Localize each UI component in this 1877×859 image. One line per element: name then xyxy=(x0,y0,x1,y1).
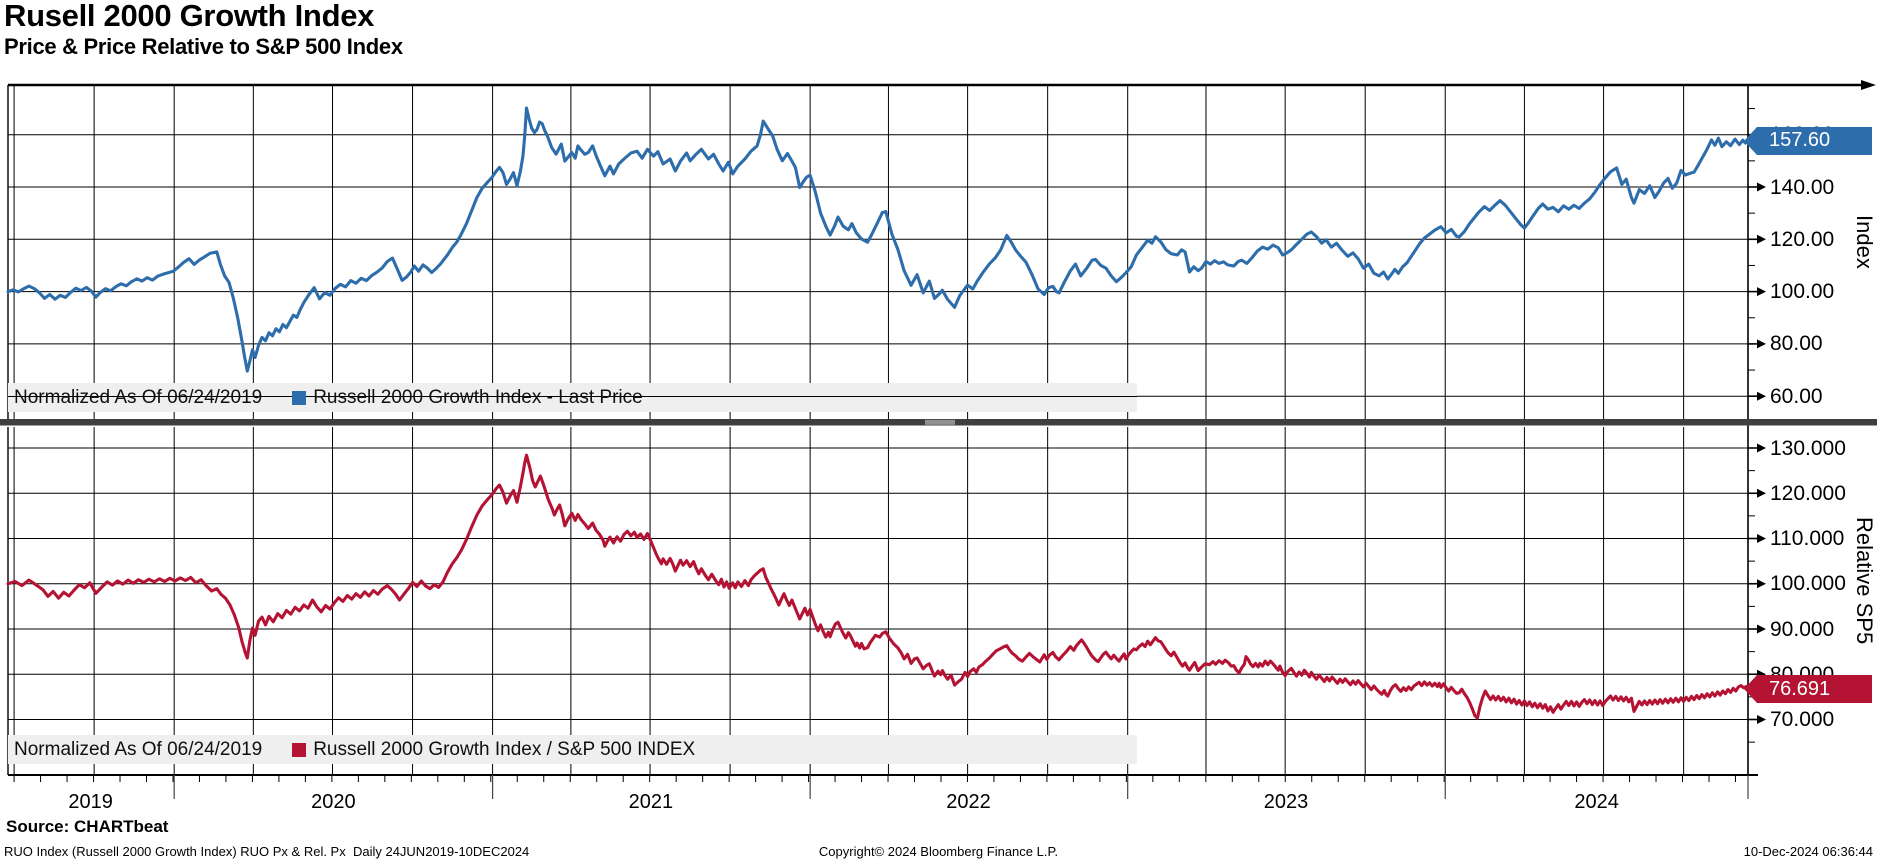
year-label: 2021 xyxy=(628,791,674,813)
major-tick-arrow-icon xyxy=(1757,287,1766,297)
major-tick-arrow-icon xyxy=(1757,234,1766,244)
last-price-value-bottom: 76.691 xyxy=(1769,677,1831,700)
y-tick-label: 100.000 xyxy=(1770,572,1846,596)
y-tick-label: 100.00 xyxy=(1770,280,1835,304)
panel-separator-handle xyxy=(925,419,955,425)
price-line-bottom xyxy=(6,453,1750,720)
y-tick-label: 90.000 xyxy=(1770,617,1835,641)
flag-notch-icon xyxy=(1744,675,1757,704)
normalized-note-bottom: Normalized As Of 06/24/2019 xyxy=(14,738,263,760)
source-note: Source: CHARTbeat xyxy=(6,817,169,836)
top-panel-legend: Normalized As Of 06/24/2019 Russell 2000… xyxy=(8,383,1137,412)
bottom-axis-title: Relative SP5 xyxy=(1852,517,1877,645)
major-tick-arrow-icon xyxy=(1757,339,1766,349)
major-tick-arrow-icon xyxy=(1757,488,1766,498)
last-price-flag-bottom: 76.691 xyxy=(1744,675,1872,704)
year-label: 2024 xyxy=(1574,791,1619,813)
y-tick-label: 70.000 xyxy=(1770,708,1835,731)
footer-copyright: Copyright© 2024 Bloomberg Finance L.P. xyxy=(818,844,1059,859)
axis-arrow-icon xyxy=(1861,80,1876,90)
year-label: 2019 xyxy=(68,791,113,813)
major-tick-arrow-icon xyxy=(1757,624,1766,634)
y-tick-label: 110.000 xyxy=(1770,527,1845,550)
last-price-value-top: 157.60 xyxy=(1769,129,1831,152)
y-tick-label: 140.00 xyxy=(1770,175,1835,199)
y-tick-label: 120.00 xyxy=(1770,227,1835,251)
y-tick-label: 80.00 xyxy=(1770,332,1823,356)
footer-timestamp: 10-Dec-2024 06:36:44 xyxy=(1743,844,1873,859)
y-tick-label: 60.00 xyxy=(1770,384,1823,408)
year-label: 2022 xyxy=(946,791,991,813)
price-line-top xyxy=(6,106,1750,373)
flag-notch-icon xyxy=(1744,126,1757,155)
year-label: 2020 xyxy=(311,791,356,813)
chart-title: Rusell 2000 Growth Index xyxy=(4,0,375,33)
y-tick-label: 130.000 xyxy=(1770,436,1846,460)
major-tick-arrow-icon xyxy=(1757,715,1766,724)
major-tick-arrow-icon xyxy=(1757,182,1766,192)
bott om-series-legend-label[interactable]: Russell 2000 Growth Index / S&P 500 INDE… xyxy=(313,738,696,760)
major-tick-arrow-icon xyxy=(1757,534,1766,543)
gridline-through-legend xyxy=(8,396,1137,397)
footer-security-description: RUO Index (Russell 2000 Growth Index) RU… xyxy=(4,844,530,859)
top-axis-title: Index xyxy=(1852,215,1877,269)
last-price-flag-top: 157.60 xyxy=(1744,126,1872,155)
major-tick-arrow-icon xyxy=(1757,443,1766,453)
major-tick-arrow-icon xyxy=(1757,391,1766,401)
normalized-note-top: Normalized As Of 06/24/2019 xyxy=(14,386,263,408)
red-series-swatch-icon xyxy=(292,742,307,757)
major-tick-arrow-icon xyxy=(1757,579,1766,589)
bottom-panel-legend: Normalized As Of 06/24/2019 Russell 2000… xyxy=(8,735,1137,764)
year-label: 2023 xyxy=(1263,791,1309,813)
chart-subtitle: Price & Price Relative to S&P 500 Index xyxy=(4,34,403,59)
y-tick-label: 120.000 xyxy=(1770,481,1846,505)
blue-series-swatch-icon xyxy=(292,390,307,405)
top-series-legend-label[interactable]: Russell 2000 Growth Index - Last Price xyxy=(313,386,643,408)
